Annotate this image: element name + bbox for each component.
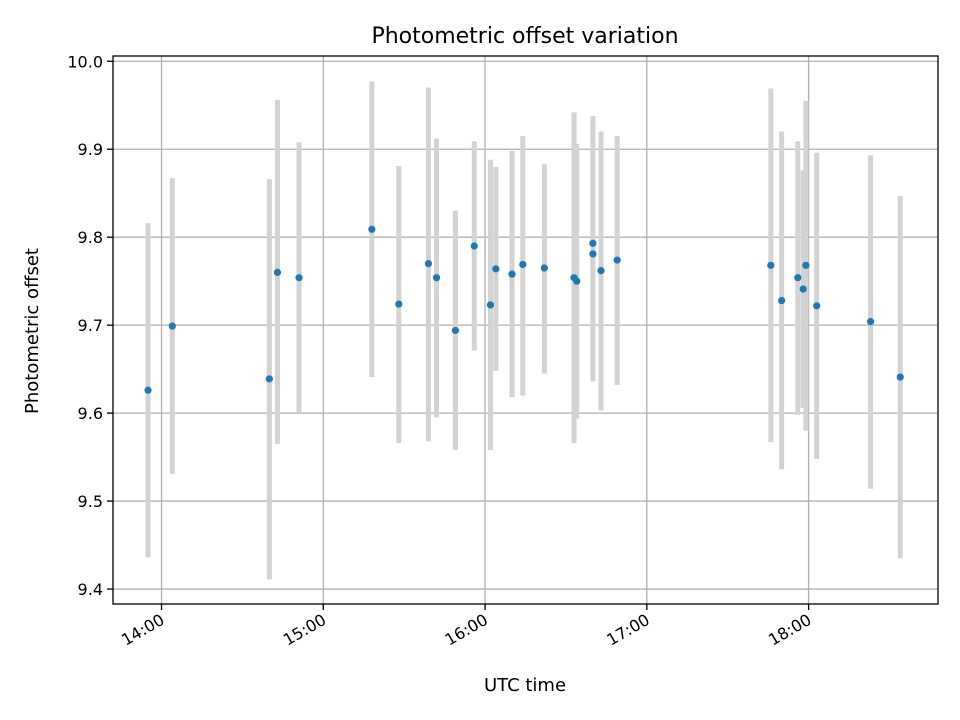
data-point: [395, 300, 403, 308]
data-point: [432, 274, 441, 282]
y-tick-label: 10.0: [67, 52, 103, 71]
data-point: [794, 274, 802, 282]
data-point: [424, 259, 433, 268]
data-point: [144, 386, 152, 394]
data-point: [813, 302, 821, 310]
data-point: [168, 322, 176, 330]
data-point: [589, 239, 597, 247]
y-tick-label: 9.5: [78, 492, 103, 511]
data-point: [573, 277, 581, 285]
data-point: [802, 261, 810, 269]
data-point: [866, 318, 875, 326]
data-point: [896, 373, 904, 381]
data-point: [589, 250, 597, 258]
data-point: [508, 270, 516, 278]
data-point: [265, 375, 273, 383]
data-point: [492, 265, 500, 273]
data-point: [470, 242, 478, 250]
y-tick-label: 9.7: [78, 316, 103, 335]
data-point: [486, 301, 495, 309]
data-point: [799, 285, 807, 293]
data-point: [368, 225, 376, 233]
data-point: [451, 326, 460, 335]
data-point: [613, 256, 621, 264]
plot-frame: [112, 55, 939, 605]
data-point: [295, 274, 303, 282]
y-tick-label: 9.8: [78, 228, 103, 247]
data-point: [597, 267, 605, 275]
data-point: [540, 264, 548, 272]
chart-title: Photometric offset variation: [371, 24, 678, 49]
x-axis-label: UTC time: [484, 675, 566, 696]
data-point: [519, 260, 527, 269]
y-axis-label: Photometric offset: [22, 248, 43, 414]
data-point: [778, 296, 786, 305]
y-tick-label: 9.9: [78, 140, 103, 159]
y-tick-label: 9.4: [78, 580, 103, 599]
data-points: [144, 225, 904, 394]
y-tick-label: 9.6: [78, 404, 103, 423]
grid: [113, 56, 938, 604]
data-point: [273, 268, 282, 276]
data-point: [767, 261, 775, 269]
